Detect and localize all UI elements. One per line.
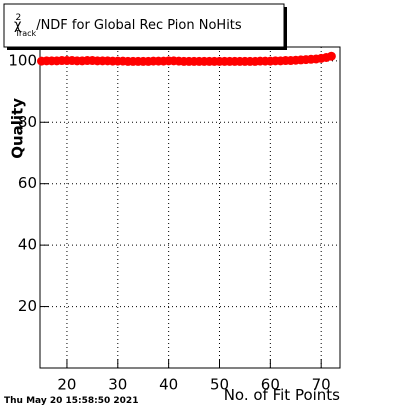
x-tick-label: 60: [261, 376, 280, 394]
x-tick-label: 30: [108, 376, 127, 394]
markers: [37, 51, 336, 66]
title: χ2 Track/NDF for Global Rec Pion NoHits: [14, 13, 242, 38]
x-tick-label: 70: [312, 376, 331, 394]
title-part: χ: [14, 18, 22, 33]
y-tick-label: 100: [8, 51, 37, 69]
x-axis-label: No. of Fit Points: [224, 386, 340, 404]
y-tick-label: 20: [18, 297, 37, 315]
y-tick-label: 40: [18, 236, 37, 254]
title-part: 2: [16, 13, 22, 23]
x-tick-label: 40: [159, 376, 178, 394]
y-tick-label: 60: [18, 174, 37, 192]
title-part: Track: [14, 29, 36, 38]
y-tick-label: 80: [18, 113, 37, 131]
footer-date: Thu May 20 15:58:50 2021: [4, 396, 138, 406]
x-tick-label: 20: [57, 376, 76, 394]
marker: [326, 51, 336, 61]
title-part: /NDF for Global Rec Pion NoHits: [36, 18, 242, 33]
y-axis-label: Quality: [9, 98, 27, 159]
grid: [40, 47, 340, 368]
title-box: [3, 3, 285, 48]
x-tick-label: 50: [210, 376, 229, 394]
plot-frame: [39, 46, 341, 369]
